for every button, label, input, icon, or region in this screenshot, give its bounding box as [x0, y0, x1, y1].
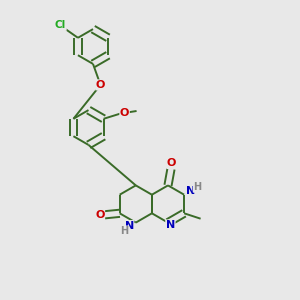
Text: N: N [186, 186, 195, 196]
Text: H: H [193, 182, 201, 192]
Text: O: O [167, 158, 176, 169]
Text: N: N [124, 220, 134, 231]
Text: H: H [120, 226, 128, 236]
Text: O: O [120, 108, 129, 118]
Text: Cl: Cl [55, 20, 66, 30]
Text: N: N [166, 220, 175, 230]
Text: O: O [96, 80, 105, 90]
Text: O: O [95, 210, 105, 220]
